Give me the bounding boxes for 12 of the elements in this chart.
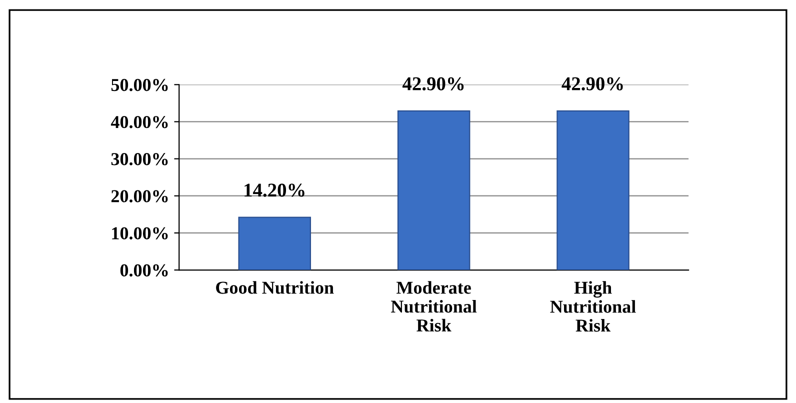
y-tick-label: 20.00%: [111, 190, 168, 202]
y-tick-label: 50.00%: [111, 78, 168, 92]
y-tick-label: 10.00%: [112, 227, 168, 240]
x-tick-label: High Nutritional Risk: [550, 281, 636, 332]
x-tick-label: Good Nutrition: [216, 281, 334, 294]
data-label: 42.90%: [562, 77, 623, 90]
y-tick-label: 30.00%: [111, 153, 168, 166]
data-label: 14.20%: [244, 184, 304, 197]
y-tick-label: 40.00%: [110, 116, 168, 128]
y-tick-label: 0.00%: [120, 264, 168, 277]
data-label: 42.90%: [402, 77, 464, 90]
x-tick-label: Moderate Nutritional Risk: [391, 281, 477, 332]
